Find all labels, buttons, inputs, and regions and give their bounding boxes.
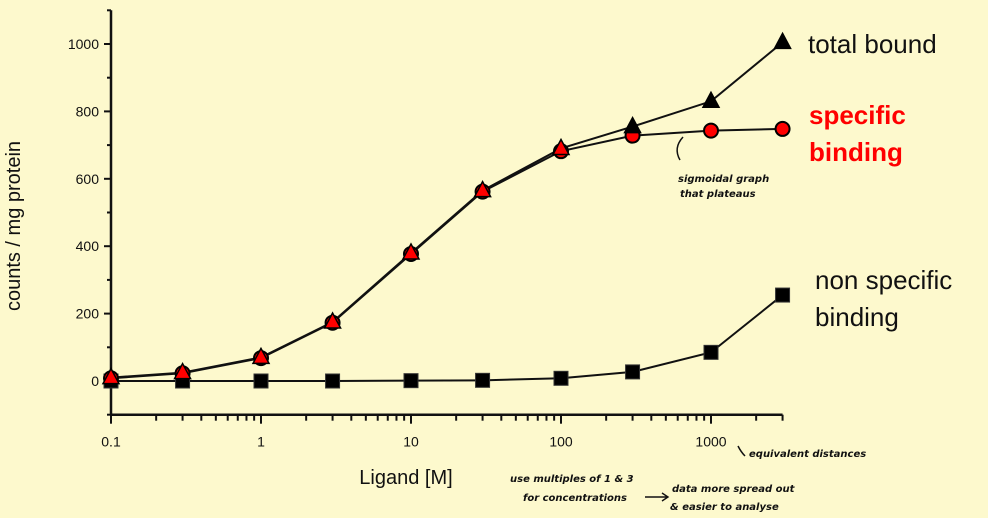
x-tick-label: 1000 [695, 434, 726, 450]
total-bound-marker [323, 311, 342, 329]
note-sigmoid-line1: sigmoidal graph [678, 174, 769, 185]
total-bound-line [110, 41, 784, 379]
arrow-annotation [645, 492, 670, 502]
equivalent-annotation-tick [737, 445, 746, 457]
total-bound-marker [623, 115, 642, 134]
nonspecific-marker [475, 372, 491, 388]
note-sigmoid-line2: that plateaus [680, 189, 756, 200]
y-tick-label: 1000 [68, 36, 99, 52]
sigmoid-annotation-bracket [676, 136, 684, 161]
total-bound-marker [551, 137, 571, 156]
total-bound-marker [401, 242, 421, 260]
legend-nonspecific-line2: binding [815, 302, 899, 332]
x-tick-label: 10 [403, 434, 419, 450]
total-bound-marker [473, 180, 492, 198]
note-multiples-line1: use multiples of 1 & 3 [510, 474, 634, 485]
total-bound-marker [173, 361, 192, 380]
nonspecific-marker [553, 370, 569, 386]
axes: 0 200 400 600 800 1000 0.1 1 10 100 1000 [68, 9, 784, 450]
legend-specific-line1: specific [809, 100, 906, 130]
legend-nonspecific-line1: non specific [815, 265, 952, 295]
x-axis-title: Ligand [M] [359, 467, 452, 489]
note-spread-line1: data more spread out [672, 484, 796, 495]
x-tick-label: 0.1 [101, 434, 121, 450]
nonspecific-marker [325, 373, 341, 389]
total-bound-marker [701, 90, 721, 109]
y-axis-title: counts / mg protein [3, 141, 25, 311]
note-multiples-line2: for concentrations [523, 493, 627, 504]
specific-marker [774, 120, 791, 137]
legend-total-bound: total bound [808, 29, 937, 59]
y-tick-label: 400 [76, 238, 100, 254]
series-layer [101, 31, 792, 389]
x-tick-label: 1 [257, 434, 265, 450]
specific-marker [703, 122, 719, 139]
total-bound-marker [101, 367, 121, 385]
y-tick-label: 0 [91, 373, 99, 389]
note-spread-line2: & easier to analyse [670, 502, 779, 513]
total-bound-marker [773, 31, 792, 50]
nonspecific-marker [625, 364, 641, 380]
nonspecific-marker [253, 373, 269, 389]
y-tick-label: 800 [76, 103, 100, 119]
specific-line [110, 127, 783, 380]
y-tick-label: 600 [76, 171, 100, 187]
legend-specific-line2: binding [809, 137, 903, 167]
nonspecific-marker [703, 344, 719, 360]
x-tick-label: 100 [549, 434, 573, 450]
nonspecific-marker [775, 287, 791, 303]
nonspecific-marker [403, 373, 419, 389]
note-equivalent: equivalent distances [749, 449, 866, 460]
total-bound-marker [251, 346, 271, 365]
y-tick-label: 200 [76, 306, 100, 322]
nonspecific-line [111, 294, 784, 382]
